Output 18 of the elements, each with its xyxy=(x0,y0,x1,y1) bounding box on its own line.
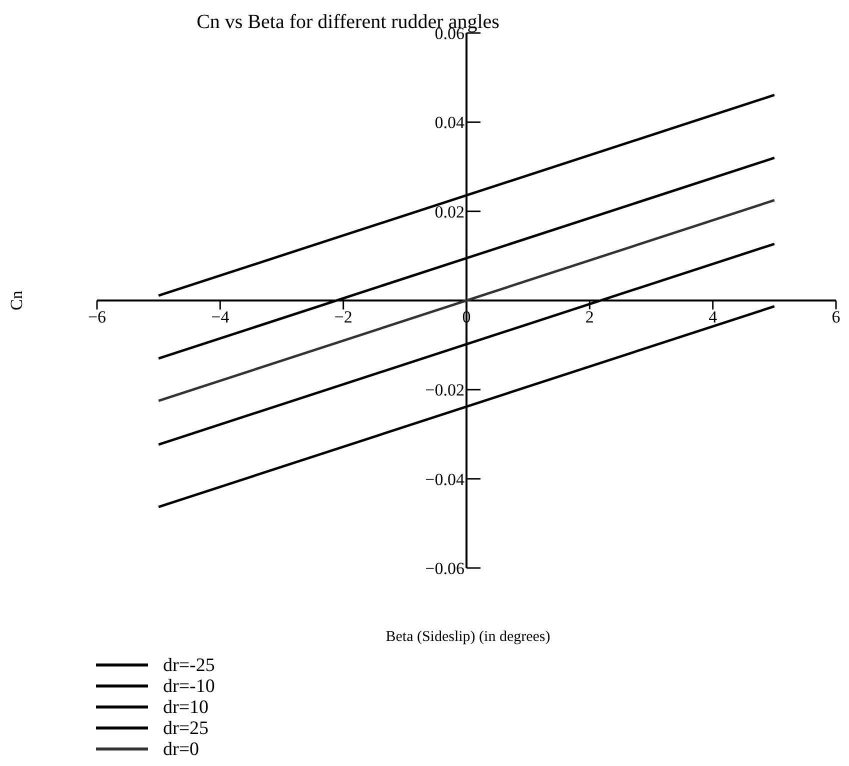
x-tick-label: −6 xyxy=(88,308,106,326)
y-tick-label: 0.02 xyxy=(434,202,464,222)
y-axis-title: Cn xyxy=(7,290,26,310)
legend-label: dr=25 xyxy=(163,718,209,739)
legend-label: dr=10 xyxy=(163,697,209,718)
x-axis-title: Beta (Sideslip) (in degrees) xyxy=(386,629,550,645)
legend-label: dr=-10 xyxy=(163,676,215,697)
x-tick-label: 2 xyxy=(585,308,594,326)
x-tick-label: −2 xyxy=(334,308,352,326)
legend-label: dr=0 xyxy=(163,739,200,760)
y-tick-label: 0.04 xyxy=(434,113,465,132)
legend-label: dr=-25 xyxy=(163,655,215,676)
y-tick-label: −0.02 xyxy=(425,380,464,400)
x-tick-label: −4 xyxy=(211,308,230,326)
y-tick-label: −0.04 xyxy=(425,470,465,489)
y-tick-label: −0.06 xyxy=(425,559,464,578)
x-tick-label: 6 xyxy=(832,308,840,326)
x-tick-label: 4 xyxy=(708,308,718,326)
